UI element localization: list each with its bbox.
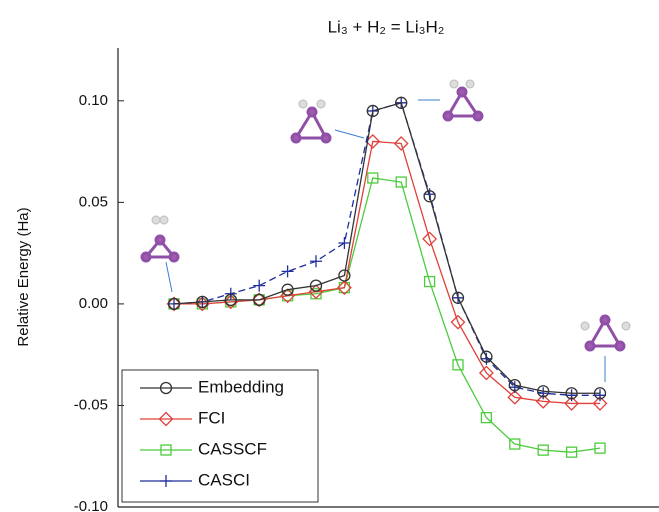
series-line	[174, 141, 600, 403]
marker	[480, 353, 492, 365]
series-line	[174, 103, 600, 395]
series-line	[174, 103, 600, 393]
y-tick-label: 0.10	[79, 92, 108, 109]
y-tick-label: 0.05	[79, 193, 108, 210]
legend-label: Embedding	[198, 377, 284, 396]
page: Li₃ + H₂ = Li₃H₂ Relative Energy (Ha) -0…	[0, 0, 659, 512]
marker	[537, 387, 549, 399]
y-tick-label: 0.00	[79, 295, 108, 312]
y-axis-label: Relative Energy (Ha)	[15, 207, 32, 346]
marker	[310, 255, 322, 267]
marker	[282, 265, 294, 277]
molecule-icons	[142, 80, 630, 382]
y-tick-label: -0.05	[74, 396, 108, 413]
legend-label: FCI	[198, 408, 225, 427]
marker	[253, 280, 265, 292]
chart-title: Li₃ + H₂ = Li₃H₂	[328, 17, 445, 36]
legend-label: CASCI	[198, 470, 250, 489]
legend-label: CASSCF	[198, 439, 267, 458]
marker	[594, 389, 606, 401]
marker	[566, 389, 578, 401]
chart: Li₃ + H₂ = Li₃H₂ Relative Energy (Ha) -0…	[0, 0, 659, 512]
marker	[338, 237, 350, 249]
y-tick-label: -0.10	[74, 498, 108, 512]
